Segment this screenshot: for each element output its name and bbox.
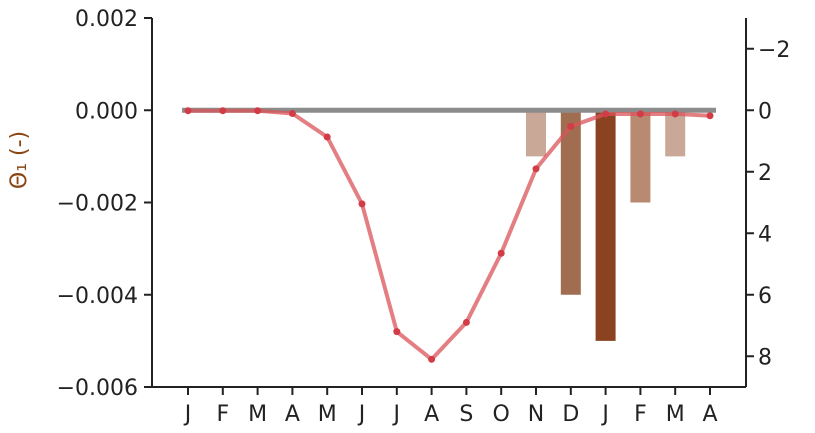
- right-tick-label: 8: [758, 345, 772, 370]
- right-tick-label: −2: [758, 38, 790, 63]
- x-tick-label: F: [634, 402, 647, 427]
- line-point-1: [219, 107, 227, 115]
- line-point-8: [462, 318, 470, 326]
- line-point-0: [184, 107, 192, 115]
- x-tick-label: M: [318, 402, 337, 427]
- bar-f-13: [630, 110, 651, 203]
- left-ticks: 0.002 0.000 −0.002 −0.004 −0.006: [57, 7, 152, 401]
- line-series-layer: [184, 107, 714, 363]
- line-point-13: [636, 110, 644, 118]
- line-point-11: [567, 122, 575, 130]
- right-ticks: −2 0 2 4 6 8: [746, 38, 790, 370]
- bar-d-11: [560, 110, 581, 295]
- x-tick-label: M: [666, 402, 685, 427]
- x-tick-label: J: [600, 402, 609, 427]
- left-tick-label: 0.000: [75, 99, 138, 124]
- left-tick-label: −0.002: [57, 192, 138, 217]
- bar-m-14: [665, 110, 686, 157]
- bar-n-10: [526, 110, 546, 157]
- left-tick-label: 0.002: [75, 7, 138, 32]
- right-tick-label: 0: [758, 99, 772, 124]
- x-tick-label: F: [216, 402, 229, 427]
- x-tick-label: J: [183, 402, 192, 427]
- line-point-2: [254, 107, 262, 115]
- line-point-3: [288, 109, 296, 117]
- axes-layer: [151, 18, 747, 388]
- left-tick-label: −0.004: [57, 284, 138, 309]
- bar-j-12: [595, 110, 616, 341]
- x-tick-label: N: [528, 402, 544, 427]
- x-tick-label: A: [285, 402, 300, 427]
- x-tick-label: J: [392, 402, 401, 427]
- line-point-14: [671, 110, 679, 118]
- line-point-7: [428, 355, 436, 363]
- right-tick-label: 4: [758, 222, 772, 247]
- x-tick-label: A: [424, 402, 439, 427]
- bars-layer: [526, 110, 686, 341]
- x-tick-label: M: [248, 402, 267, 427]
- line-point-5: [358, 200, 366, 208]
- left-tick-label: −0.006: [57, 376, 138, 401]
- line-point-12: [602, 110, 610, 118]
- right-tick-label: 6: [758, 284, 772, 309]
- left-axis-title: Θ₁ (-): [7, 131, 32, 189]
- x-tick-label: D: [562, 402, 579, 427]
- line-point-4: [323, 133, 331, 141]
- line-point-15: [706, 112, 714, 120]
- x-tick-label: J: [357, 402, 366, 427]
- line-point-6: [393, 328, 401, 336]
- x-tick-label: A: [702, 402, 717, 427]
- line-point-10: [532, 165, 540, 173]
- line-series-path: [188, 108, 711, 362]
- line-point-9: [497, 249, 505, 257]
- right-tick-label: 2: [758, 161, 772, 186]
- x-tick-label: O: [493, 402, 510, 427]
- x-tick-label: S: [459, 402, 473, 427]
